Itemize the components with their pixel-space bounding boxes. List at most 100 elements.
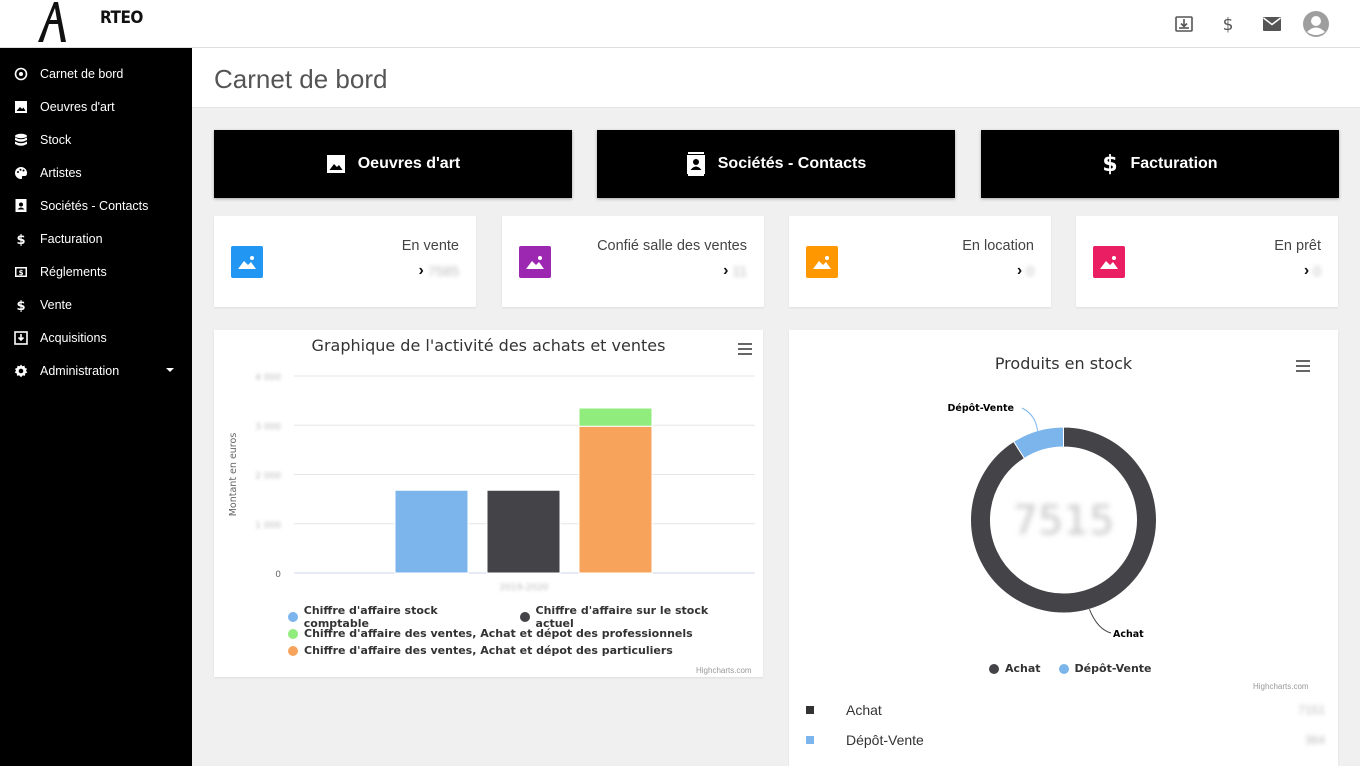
database-icon bbox=[13, 132, 28, 147]
sidebar-item-label: Artistes bbox=[40, 165, 82, 180]
palette-icon bbox=[13, 165, 28, 180]
sidebar-item-acquisitions[interactable]: Acquisitions bbox=[0, 321, 192, 354]
sidebar-item-administration[interactable]: Administration bbox=[0, 354, 192, 387]
image-icon bbox=[13, 99, 28, 114]
stat-label: En vente bbox=[401, 238, 459, 254]
legend-item[interactable]: Chiffre d'affaire sur le stock actuel bbox=[519, 604, 745, 630]
y-tick-label: 1 000 bbox=[255, 521, 281, 531]
sidebar-item-label: Acquisitions bbox=[40, 330, 107, 345]
y-tick-label: 4 000 bbox=[255, 373, 281, 383]
sidebar-item-label: Carnet de bord bbox=[40, 66, 124, 81]
stat-card-en-vente[interactable]: En vente › 7585 bbox=[214, 216, 476, 307]
contact-card-icon bbox=[686, 152, 706, 176]
societes-contacts-button[interactable]: Sociétés - Contacts bbox=[597, 130, 955, 198]
image-icon bbox=[231, 246, 263, 278]
bar[interactable] bbox=[578, 407, 653, 427]
svg-text:$: $ bbox=[16, 233, 25, 246]
svg-text:$: $ bbox=[18, 268, 23, 276]
sidebar-item-facturation[interactable]: $ Facturation bbox=[0, 222, 192, 255]
chevron-down-icon bbox=[166, 368, 174, 372]
top-bar: RTEO $ bbox=[0, 0, 1360, 48]
image-icon bbox=[326, 154, 346, 174]
donut-slice[interactable] bbox=[970, 426, 1157, 614]
oeuvres-art-button[interactable]: Oeuvres d'art bbox=[214, 130, 572, 198]
x-tick-label: 2019-2020 bbox=[499, 583, 548, 593]
sidebar-item-label: Oeuvres d'art bbox=[40, 99, 115, 114]
dollar-icon[interactable]: $ bbox=[1206, 8, 1250, 40]
chart-legend: Chiffre d'affaire stock comptable Chiffr… bbox=[288, 604, 763, 659]
stat-value: › 0 bbox=[1303, 262, 1321, 279]
svg-text:$: $ bbox=[16, 299, 25, 312]
chevron-right-icon: › bbox=[723, 262, 729, 279]
slice-label: Achat bbox=[1113, 629, 1144, 640]
sidebar-item-label: Sociétés - Contacts bbox=[40, 198, 149, 213]
sidebar-item-label: Facturation bbox=[40, 231, 103, 246]
label-connector bbox=[1088, 609, 1112, 634]
svg-text:$: $ bbox=[1103, 152, 1118, 176]
logo-a-icon bbox=[38, 2, 66, 42]
sidebar-item-stock[interactable]: Stock bbox=[0, 123, 192, 156]
stock-row-value: 364 bbox=[1304, 733, 1325, 747]
stat-card-confie-salle[interactable]: Confié salle des ventes › 11 bbox=[502, 216, 764, 307]
societes-contacts-button-label: Sociétés - Contacts bbox=[717, 155, 867, 172]
sidebar-item-carnet-de-bord[interactable]: Carnet de bord bbox=[0, 57, 192, 90]
contact-card-icon bbox=[13, 198, 28, 213]
stock-table-row: Dépôt-Vente 364 bbox=[806, 727, 1331, 753]
donut-center-value: 7515 bbox=[1013, 498, 1115, 544]
stock-table-row: Achat 7151 bbox=[806, 697, 1331, 723]
legend-item[interactable]: Chiffre d'affaire des ventes, Achat et d… bbox=[288, 627, 693, 640]
sidebar-item-societes-contacts[interactable]: Sociétés - Contacts bbox=[0, 189, 192, 222]
chart-title: Produits en stock bbox=[994, 354, 1133, 373]
label-connector bbox=[1021, 407, 1039, 431]
stat-card-en-pret[interactable]: En prêt › 0 bbox=[1076, 216, 1338, 307]
y-tick-label: 3 000 bbox=[255, 422, 281, 432]
image-icon bbox=[806, 246, 838, 278]
chart-credits[interactable]: Highcharts.com bbox=[1253, 682, 1309, 691]
stock-row-label: Achat bbox=[846, 702, 882, 718]
legend-item[interactable]: Chiffre d'affaire des ventes, Achat et d… bbox=[288, 644, 673, 657]
chevron-right-icon: › bbox=[1016, 262, 1023, 279]
stat-value: › 7585 bbox=[418, 262, 459, 279]
bar[interactable] bbox=[486, 489, 561, 574]
donut-slice[interactable] bbox=[1012, 426, 1064, 460]
dashboard-icon bbox=[13, 66, 28, 81]
sidebar-item-label: Stock bbox=[40, 132, 72, 147]
oeuvres-art-button-label: Oeuvres d'art bbox=[357, 155, 461, 172]
dollar-icon: $ bbox=[13, 231, 28, 246]
legend-item[interactable]: Dépôt-Vente bbox=[1058, 662, 1152, 675]
chart-menu-icon[interactable] bbox=[738, 343, 752, 355]
download-icon bbox=[13, 330, 28, 345]
stat-value: › 0 bbox=[1016, 262, 1034, 279]
bar[interactable] bbox=[394, 489, 469, 574]
sidebar-item-label: Administration bbox=[40, 363, 120, 378]
legend-square bbox=[806, 736, 814, 744]
sidebar-item-oeuvres[interactable]: Oeuvres d'art bbox=[0, 90, 192, 123]
page-header: Carnet de bord bbox=[192, 48, 1360, 108]
donut-chart: 7515 Achat Dépôt-Vente bbox=[948, 403, 1157, 640]
chart-menu-icon[interactable] bbox=[1296, 360, 1310, 372]
download-icon[interactable] bbox=[1162, 8, 1206, 40]
sidebar-item-label: Réglements bbox=[40, 264, 107, 279]
chevron-right-icon: › bbox=[418, 262, 424, 279]
facturation-button[interactable]: $ Facturation bbox=[981, 130, 1339, 198]
chart-credits[interactable]: Highcharts.com bbox=[696, 666, 752, 675]
stat-label: En location bbox=[962, 238, 1034, 254]
gear-icon bbox=[13, 363, 28, 378]
arteo-logo[interactable]: RTEO bbox=[36, 0, 143, 44]
sidebar-item-reglements[interactable]: $ Réglements bbox=[0, 255, 192, 288]
stat-card-en-location[interactable]: En location › 0 bbox=[789, 216, 1051, 307]
stock-row-label: Dépôt-Vente bbox=[846, 732, 924, 748]
legend-item[interactable]: Chiffre d'affaire stock comptable bbox=[288, 604, 502, 630]
bar[interactable] bbox=[578, 425, 653, 574]
user-avatar-icon[interactable] bbox=[1294, 8, 1338, 40]
sidebar-item-vente[interactable]: $ Vente bbox=[0, 288, 192, 321]
activity-chart-panel: Graphique de l'activité des achats et ve… bbox=[214, 330, 763, 677]
dollar-icon: $ bbox=[13, 297, 28, 312]
image-icon bbox=[1093, 246, 1125, 278]
logo-text: RTEO bbox=[100, 8, 143, 28]
sidebar-item-artistes[interactable]: Artistes bbox=[0, 156, 192, 189]
sidebar: Carnet de bord Oeuvres d'art Stock Artis… bbox=[0, 48, 192, 766]
chevron-right-icon: › bbox=[1303, 262, 1310, 279]
mail-icon[interactable] bbox=[1250, 8, 1294, 40]
legend-item[interactable]: Achat bbox=[989, 662, 1041, 675]
